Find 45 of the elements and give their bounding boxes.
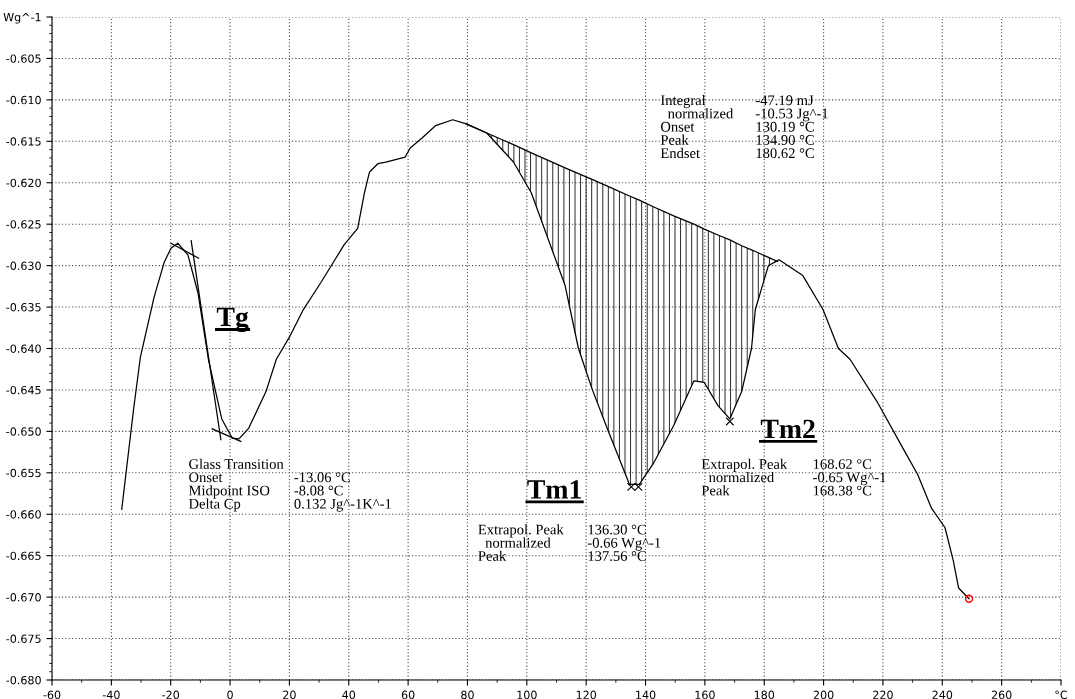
annotation: Tm2 [760, 419, 815, 439]
annotation: -13.06 °C -8.08 °C 0.132 Jg^-1K^-1 [294, 472, 391, 512]
y-tick-label: -0.645 [6, 385, 41, 395]
y-tick-label: Wg^-1 [3, 13, 41, 24]
annotation: Extrapol. Peak normalized Peak [478, 524, 564, 561]
x-tick-label: 240 [932, 690, 953, 699]
y-tick-label: -0.620 [6, 178, 41, 188]
y-tick-label: -0.675 [6, 634, 41, 643]
x-tick-label: 140 [636, 690, 656, 699]
annotation: 168.62 °C -0.65 Wg^-1 168.38 °C [813, 459, 886, 496]
x-tick-label: 180 [754, 690, 775, 699]
x-tick-label: -40 [102, 690, 120, 699]
x-tick-label: °C [1055, 690, 1068, 699]
y-tick-label: -0.670 [6, 593, 41, 602]
y-tick-label: -0.640 [6, 344, 41, 353]
x-tick-label: 160 [695, 690, 715, 699]
x-tick-label: 60 [401, 690, 415, 699]
x-tick-label: 80 [461, 690, 474, 699]
x-tick-label: 220 [873, 690, 893, 699]
x-tick-label: 260 [991, 690, 1012, 699]
y-tick-label: -0.610 [6, 95, 41, 105]
y-tick-label: -0.625 [6, 220, 41, 229]
annotation: Extrapol. Peak normalized Peak [701, 458, 788, 496]
y-tick-label: -0.665 [6, 551, 41, 561]
x-tick-label: 0 [227, 690, 233, 699]
y-tick-label: -0.680 [6, 675, 41, 685]
y-tick-label: -0.650 [6, 427, 41, 436]
y-tick-label: -0.615 [6, 137, 41, 146]
annotation: Tm1 [527, 480, 581, 499]
y-tick-label: -0.630 [6, 261, 41, 270]
x-tick-label: 120 [576, 690, 597, 699]
x-tick-label: -60 [43, 690, 61, 699]
x-tick-label: -20 [162, 690, 180, 699]
x-tick-label: 40 [342, 690, 356, 699]
y-tick-label: -0.605 [6, 54, 41, 63]
y-tick-label: -0.660 [6, 510, 41, 519]
y-tick-label: -0.655 [6, 468, 41, 478]
annotation: -47.19 mJ -10.53 Jg^-1 130.19 °C 134.90 °C 180.62 °C [755, 95, 828, 159]
x-tick-label: 100 [517, 690, 537, 699]
annotation: Glass Transition Onset Midpoint ISO Delta Cp [188, 458, 284, 512]
x-tick-label: 20 [283, 690, 296, 699]
x-tick-label: 200 [813, 690, 834, 699]
y-tick-label: -0.635 [6, 303, 41, 312]
annotation: 136.30 °C -0.66 Wg^-1 137.56 °C [587, 524, 661, 562]
annotation: Integral normalized Onset Peak Endset [660, 94, 734, 159]
